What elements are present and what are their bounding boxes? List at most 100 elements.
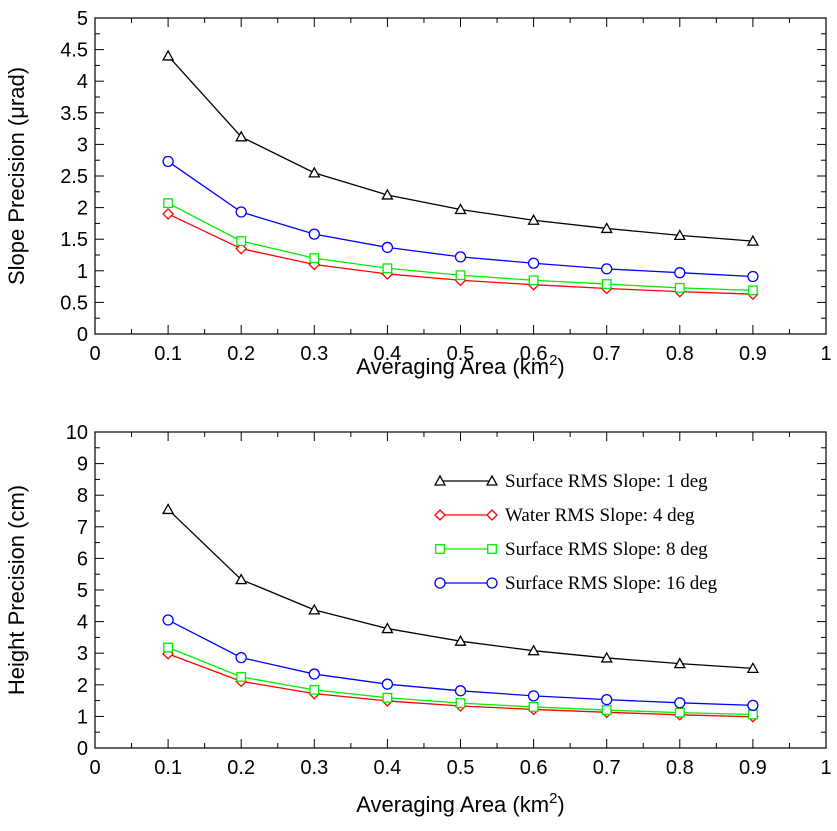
series-3	[163, 642, 758, 720]
y-tick-label: 1.5	[60, 229, 88, 251]
y-tick-label: 2	[77, 198, 88, 220]
legend-marker	[487, 544, 497, 554]
y-tick-label: 5	[77, 580, 88, 602]
y-tick-label: 7	[77, 517, 88, 539]
data-point	[235, 130, 248, 142]
x-tick-label: 0	[89, 757, 100, 779]
data-point	[673, 657, 686, 669]
data-point	[455, 698, 466, 709]
data-point	[674, 707, 685, 718]
y-tick-label: 0	[77, 324, 88, 346]
data-point	[527, 644, 540, 656]
y-tick-label: 0	[77, 738, 88, 760]
data-point	[235, 651, 247, 664]
data-point	[161, 49, 175, 61]
legend-label: Water RMS Slope: 4 deg	[505, 505, 695, 526]
plot-frame	[94, 17, 827, 335]
data-point	[454, 685, 467, 697]
y-tick-label: 4	[77, 71, 88, 93]
x-tick-label: 0.5	[447, 757, 475, 779]
x-tick-label: 1	[820, 757, 831, 779]
x-tick-label: 0.2	[227, 343, 255, 365]
y-tick-label: 3.5	[60, 103, 88, 125]
x-tick-label: 0.1	[154, 343, 182, 365]
y-tick-label: 2	[77, 675, 88, 697]
x-tick-label: 1	[820, 343, 831, 365]
data-point	[673, 229, 686, 241]
data-point	[600, 651, 613, 663]
y-tick-label: 9	[77, 454, 88, 476]
legend-marker	[485, 474, 499, 486]
data-point	[674, 282, 685, 293]
data-point	[528, 701, 539, 712]
data-point	[309, 684, 320, 695]
chart-panel-1: 0 0.1 0.2 0.3 0.4 0.5 0.6 0.7 0.8 0.9 1 0 0.5 1 1.5 2 2.…	[4, 8, 832, 379]
x-axis-label: Averaging Area (km2)	[356, 352, 564, 379]
y-tick-label: 0.5	[60, 292, 88, 314]
x-axis-label: Averaging Area (km2)	[356, 790, 564, 817]
legend-marker	[433, 474, 447, 486]
data-point	[454, 634, 467, 646]
x-tick-label: 0.8	[666, 343, 694, 365]
legend-marker	[486, 577, 498, 589]
data-point	[163, 642, 174, 653]
x-tick-label: 0.2	[227, 757, 255, 779]
data-point	[308, 166, 321, 178]
data-point	[746, 234, 760, 246]
y-tick-label: 1	[77, 706, 88, 728]
data-point	[236, 236, 247, 247]
data-point	[527, 257, 540, 269]
y-tick-label: 3	[77, 134, 88, 156]
data-point	[601, 705, 612, 716]
data-point	[747, 285, 758, 296]
data-point	[162, 155, 174, 168]
legend-marker	[435, 544, 445, 554]
legend: Surface RMS Slope: 1 deg Water RMS Slope:…	[433, 471, 718, 594]
data-point	[382, 263, 393, 274]
data-point	[381, 678, 394, 690]
data-point	[381, 188, 394, 200]
legend-marker	[434, 577, 446, 589]
legend-marker	[486, 509, 498, 521]
x-tick-label: 0.4	[373, 343, 401, 365]
x-tick-label: 0.3	[300, 343, 328, 365]
data-point	[454, 203, 467, 215]
data-point	[235, 573, 248, 585]
data-point	[527, 690, 540, 702]
data-point	[747, 270, 759, 283]
data-point	[309, 253, 320, 264]
data-point	[381, 241, 394, 254]
data-point	[747, 709, 758, 720]
data-point	[455, 270, 466, 281]
y-tick-label: 4.5	[60, 40, 88, 62]
data-point	[308, 603, 321, 615]
data-point	[674, 697, 686, 709]
data-point	[528, 275, 539, 286]
x-tick-label: 0.8	[666, 757, 694, 779]
y-axis-label: Height Precision (cm)	[4, 485, 29, 695]
series-4	[162, 614, 759, 711]
series-4	[162, 155, 759, 283]
x-tick-label: 0.1	[154, 757, 182, 779]
x-tick-label: 0	[89, 343, 100, 365]
y-tick-label: 1	[77, 261, 88, 283]
data-point	[381, 622, 394, 634]
data-point	[674, 267, 686, 279]
data-point	[162, 614, 174, 626]
x-tick-label: 0.5	[447, 343, 475, 365]
data-point	[601, 279, 612, 290]
series-1	[161, 49, 760, 246]
y-tick-label: 6	[77, 548, 88, 570]
data-point	[600, 222, 613, 234]
x-tick-label: 0.6	[520, 757, 548, 779]
x-tick-label: 0.9	[739, 757, 767, 779]
data-point	[162, 208, 175, 220]
y-tick-label: 8	[77, 485, 88, 507]
x-tick-label: 0.7	[593, 757, 621, 779]
data-point	[308, 228, 320, 240]
chart-panel-2: 0 0.1 0.2 0.3 0.4 0.5 0.6 0.7 0.8 0.9 101234567891…	[4, 422, 832, 817]
x-tick-label: 0.3	[300, 757, 328, 779]
y-tick-label: 2.5	[60, 166, 88, 188]
data-point	[527, 213, 540, 225]
